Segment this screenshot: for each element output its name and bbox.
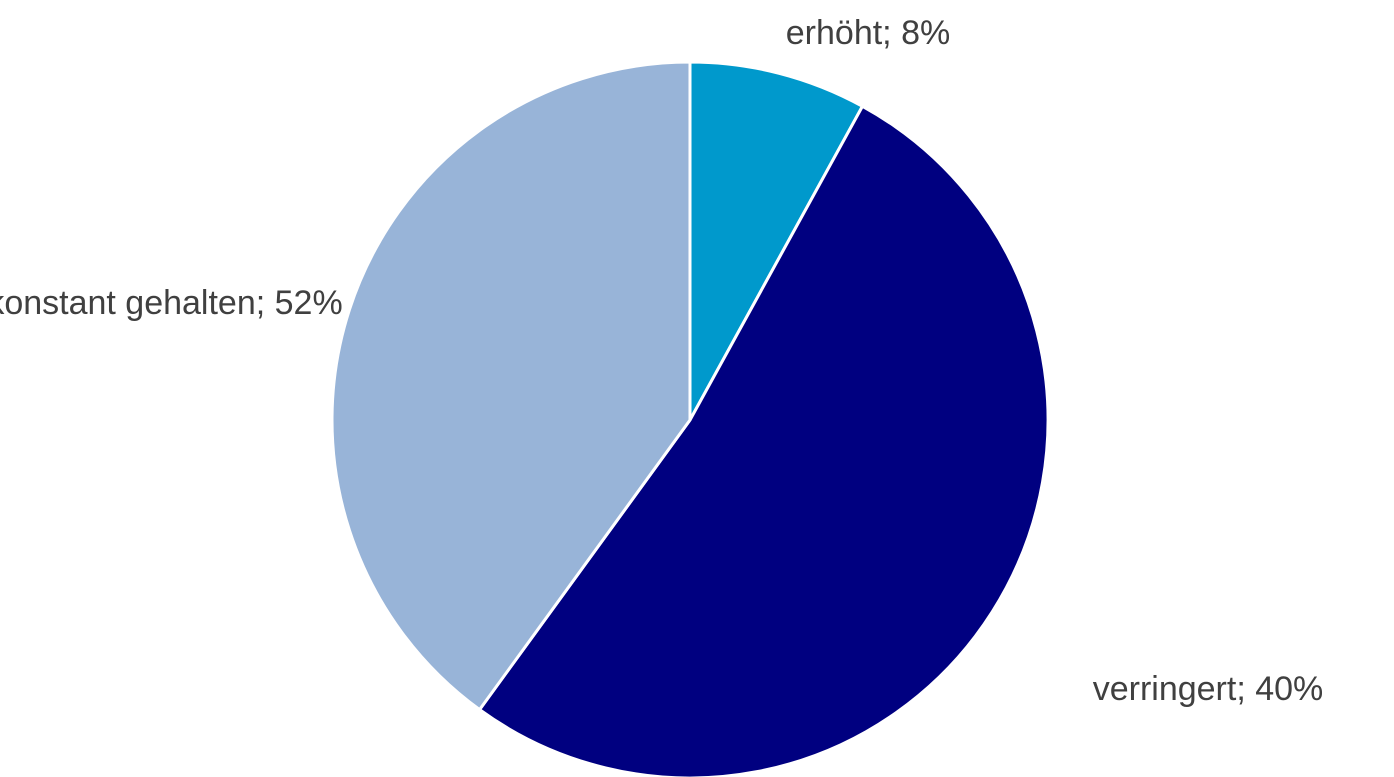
data-label: verringert; 40% xyxy=(1092,670,1324,708)
data-label: erhöht; 8% xyxy=(785,14,951,52)
pie-slice xyxy=(330,60,692,712)
pie-slice xyxy=(478,104,1050,777)
data-label: konstant gehalten; 52% xyxy=(0,284,343,322)
pie-slice xyxy=(688,60,864,422)
